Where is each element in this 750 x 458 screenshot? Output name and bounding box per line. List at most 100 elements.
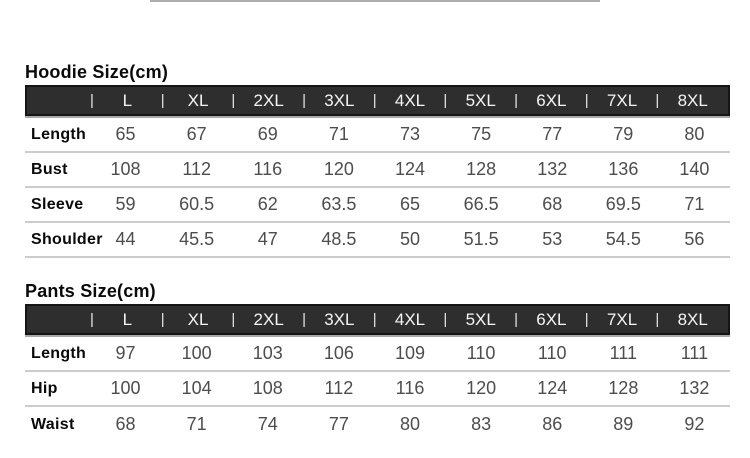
size-column-header: | 5XL — [443, 306, 516, 333]
size-value-cell: 86 — [542, 414, 563, 434]
size-value-cell: 112 — [324, 378, 354, 398]
size-value-cell: 54.5 — [605, 229, 641, 249]
size-label: XL — [187, 310, 209, 329]
size-value-cell: 75 — [471, 124, 492, 144]
size-value-cell: 80 — [684, 124, 705, 144]
column-separator: | — [584, 92, 589, 109]
size-value-cell: 111 — [680, 343, 709, 363]
size-label: L — [122, 91, 133, 110]
size-column-header: | 6XL — [514, 87, 587, 114]
size-value-cell: 63.5 — [321, 194, 357, 214]
size-value-cell: 77 — [542, 124, 563, 144]
size-value-cell: 59 — [115, 194, 136, 214]
pants-table-body: Length 97 100 103 106 109 110 110 111 111 Hip 100 10… — [25, 337, 730, 442]
size-value-cell: 74 — [257, 414, 278, 434]
size-value-cell: 110 — [537, 343, 567, 363]
size-label: 8XL — [677, 91, 708, 110]
column-separator: | — [443, 92, 448, 109]
size-value-cell: 109 — [394, 343, 426, 363]
size-value-cell: 128 — [608, 378, 639, 398]
size-value-cell: 97 — [115, 343, 136, 363]
size-value-cell: 68 — [542, 194, 563, 214]
size-value-cell: 111 — [609, 343, 637, 363]
size-label: 7XL — [606, 91, 638, 110]
cropped-artifact-line — [150, 0, 600, 2]
size-value-cell: 140 — [679, 159, 710, 179]
column-separator: | — [584, 311, 589, 328]
size-value-cell: 66.5 — [463, 194, 499, 214]
size-value-cell: 44 — [115, 229, 136, 249]
size-label: 5XL — [465, 310, 496, 329]
size-value-cell: 120 — [466, 378, 497, 398]
table-row: Bust 108 112 116 120 124 128 132 136 140 — [25, 153, 730, 188]
size-value-cell: 108 — [252, 378, 283, 398]
size-label: 2XL — [253, 310, 284, 329]
size-value-cell: 116 — [395, 378, 425, 398]
size-column-header: | 2XL — [231, 306, 304, 333]
table-row: Sleeve 59 60.5 62 63.5 65 66.5 68 69.5 71 — [25, 188, 730, 223]
size-column-header: | XL — [160, 306, 234, 333]
size-column-header: | 4XL — [373, 306, 446, 333]
size-value-cell: 116 — [253, 159, 283, 179]
size-value-cell: 124 — [394, 159, 426, 179]
column-separator: | — [655, 92, 660, 109]
size-value-cell: 67 — [186, 124, 207, 144]
table-row: Shoulder 44 45.5 47 48.5 50 51.5 53 54.5 56 — [25, 223, 730, 258]
size-value-cell: 45.5 — [179, 229, 215, 249]
size-column-header: | 3XL — [302, 87, 375, 114]
column-separator: | — [372, 92, 377, 109]
size-value-cell: 92 — [684, 414, 705, 434]
hoodie-header-bar: | L | XL | 2XL | 3XL | 4XL | 5XL | 6XL | 7XL | 8XL — [25, 85, 730, 116]
column-separator: | — [160, 92, 165, 109]
size-value-cell: 73 — [399, 124, 420, 144]
size-value-cell: 108 — [110, 159, 141, 179]
size-value-cell: 124 — [537, 378, 568, 398]
column-separator: | — [231, 311, 236, 328]
size-value-cell: 51.5 — [463, 229, 499, 249]
size-label: 6XL — [536, 91, 567, 110]
size-value-cell: 69 — [257, 124, 278, 144]
size-label: 5XL — [465, 91, 496, 110]
size-label: 3XL — [324, 310, 355, 329]
hoodie-size-table: Hoodie Size(cm) | L | XL | 2XL | 3XL | 4XL | 5XL | 6X… — [25, 62, 730, 258]
size-value-cell: 110 — [466, 343, 496, 363]
size-value-cell: 65 — [115, 124, 136, 144]
column-separator: | — [231, 92, 236, 109]
size-value-cell: 62 — [257, 194, 278, 214]
column-separator: | — [160, 311, 165, 328]
hoodie-table-body: Length 65 67 69 71 73 75 77 79 80 Bust 108 112 116 120… — [25, 118, 730, 258]
column-separator: | — [90, 92, 94, 109]
header-empty-label-cell — [27, 87, 92, 114]
size-value-cell: 120 — [323, 159, 354, 179]
table-row: Length 65 67 69 71 73 75 77 79 80 — [25, 118, 730, 153]
size-column-header: | 2XL — [231, 87, 304, 114]
size-column-header: | 8XL — [655, 306, 728, 333]
size-column-header: | L — [90, 306, 163, 333]
header-empty-label-cell — [27, 306, 92, 333]
size-label: 4XL — [394, 91, 426, 110]
column-separator: | — [302, 311, 306, 328]
size-column-header: | 6XL — [514, 306, 587, 333]
row-label: Shoulder — [31, 230, 103, 248]
size-value-cell: 60.5 — [179, 194, 215, 214]
size-value-cell: 106 — [323, 343, 354, 363]
size-value-cell: 56 — [684, 229, 705, 249]
pants-size-table: Pants Size(cm) | L | XL | 2XL | 3XL | 4XL | 5XL | 6XL… — [25, 281, 730, 442]
size-value-cell: 47 — [257, 229, 278, 249]
pants-size-title: Pants Size(cm) — [25, 281, 156, 301]
column-separator: | — [514, 311, 518, 328]
table-row: Hip 100 104 108 112 116 120 124 128 132 — [25, 372, 730, 407]
size-value-cell: 69.5 — [605, 194, 641, 214]
row-label: Length — [31, 125, 87, 143]
size-value-cell: 132 — [537, 159, 568, 179]
size-label: 8XL — [677, 310, 708, 329]
column-separator: | — [655, 311, 660, 328]
row-label: Hip — [31, 379, 58, 397]
column-separator: | — [302, 92, 306, 109]
row-label: Waist — [31, 415, 75, 433]
size-value-cell: 80 — [399, 414, 420, 434]
size-column-header: | 7XL — [584, 306, 658, 333]
size-value-cell: 65 — [399, 194, 420, 214]
size-value-cell: 53 — [542, 229, 563, 249]
size-column-header: | 3XL — [302, 306, 375, 333]
